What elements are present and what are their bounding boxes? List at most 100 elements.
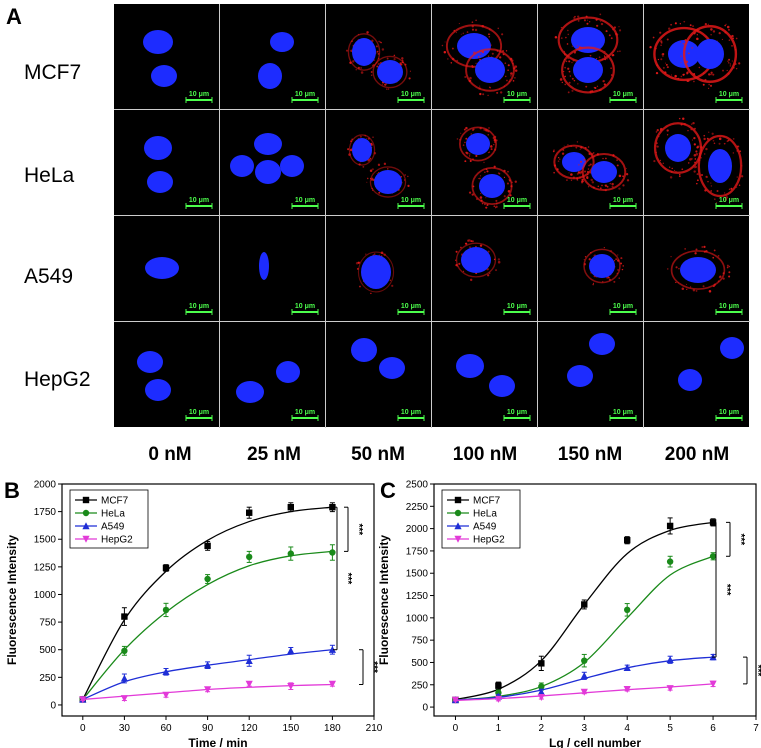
membrane-speckle: [683, 20, 686, 23]
membrane-speckle: [494, 148, 497, 151]
scale-bar-label: 10 μm: [189, 91, 209, 98]
membrane-speckle: [727, 28, 730, 31]
membrane-speckle: [694, 31, 697, 34]
membrane-speckle: [660, 58, 663, 61]
membrane-speckle: [377, 62, 381, 66]
membrane-speckle: [457, 265, 459, 268]
x-tick-label: 0: [453, 723, 459, 734]
membrane-speckle: [400, 62, 402, 64]
membrane-speckle: [566, 179, 568, 181]
membrane-speckle: [696, 29, 699, 32]
membrane-speckle: [577, 83, 579, 85]
membrane-speckle: [557, 160, 560, 162]
membrane-speckle: [586, 22, 589, 25]
membrane-speckle: [478, 88, 480, 90]
plot-frame: [433, 483, 757, 717]
membrane-speckle: [660, 44, 662, 47]
membrane-speckle: [731, 45, 733, 47]
nucleus: [562, 152, 586, 172]
x-tick-label: 5: [667, 723, 673, 734]
data-point: [287, 647, 295, 655]
membrane-speckle: [668, 74, 670, 76]
membrane-speckle: [696, 173, 699, 176]
membrane-speckle: [472, 129, 474, 131]
legend-entry-hela: HeLa: [101, 509, 125, 520]
tile-background: [114, 4, 219, 109]
membrane-speckle: [617, 50, 619, 53]
membrane-speckle: [691, 139, 694, 141]
membrane-speckle: [736, 176, 738, 178]
membrane-speckle: [503, 169, 506, 173]
membrane-speckle: [492, 136, 495, 140]
membrane-speckle: [489, 87, 492, 89]
membrane-speckle: [712, 73, 715, 76]
membrane-speckle: [487, 94, 489, 97]
membrane-speckle: [366, 31, 369, 34]
membrane-signal: [372, 55, 408, 89]
membrane-speckle: [493, 165, 496, 168]
nucleus: [589, 254, 615, 278]
y-tick-label: 1250: [406, 591, 429, 602]
membrane-speckle: [553, 164, 557, 167]
membrane-speckle: [567, 33, 570, 36]
membrane-speckle: [407, 184, 410, 188]
image-tile-a549-25-nm: 10 μm: [220, 216, 325, 321]
row-label-hepg2: HepG2: [24, 368, 91, 391]
membrane-speckle: [584, 147, 587, 149]
membrane-speckle: [567, 57, 569, 60]
membrane-signal: [445, 24, 503, 68]
membrane-speckle: [705, 35, 708, 38]
membrane-speckle: [712, 139, 715, 142]
membrane-speckle: [712, 285, 715, 288]
membrane-speckle: [444, 41, 446, 43]
membrane-speckle: [666, 38, 669, 41]
membrane-speckle: [656, 145, 659, 148]
membrane-speckle: [480, 53, 482, 55]
membrane-speckle: [710, 34, 712, 36]
membrane-speckle: [504, 62, 507, 65]
membrane-speckle: [728, 39, 731, 41]
panel-b-label: B: [4, 478, 20, 503]
membrane-speckle: [510, 72, 513, 75]
membrane-speckle: [610, 250, 612, 252]
membrane-speckle: [726, 69, 728, 71]
membrane-speckle: [583, 259, 585, 261]
membrane-speckle: [603, 83, 606, 86]
membrane-speckle: [681, 287, 685, 291]
data-point: [666, 558, 674, 565]
membrane-speckle: [349, 148, 353, 152]
membrane-speckle: [611, 54, 614, 57]
membrane-speckle: [701, 174, 703, 176]
membrane-speckle: [567, 144, 569, 146]
membrane-speckle: [708, 83, 710, 86]
membrane-speckle: [702, 72, 705, 74]
image-tile-mcf7-200-nm: 10 μm: [644, 4, 749, 109]
membrane-speckle: [609, 182, 612, 185]
significance-label: ***: [752, 665, 761, 677]
legend-marker: [454, 496, 462, 504]
membrane-speckle: [565, 36, 567, 39]
membrane-speckle: [617, 254, 619, 256]
membrane-speckle: [372, 189, 374, 191]
data-point: [246, 509, 253, 516]
membrane-speckle: [469, 278, 473, 282]
nucleus: [567, 365, 593, 387]
membrane-speckle: [469, 153, 471, 155]
membrane-speckle: [481, 50, 485, 54]
membrane-speckle: [666, 129, 669, 132]
tile-background: [220, 322, 325, 427]
membrane-speckle: [679, 41, 682, 43]
membrane-speckle: [686, 288, 688, 290]
membrane-speckle: [726, 266, 729, 269]
membrane-speckle: [704, 189, 707, 192]
membrane-speckle: [595, 58, 598, 60]
membrane-speckle: [585, 85, 588, 88]
membrane-speckle: [587, 186, 590, 188]
membrane-speckle: [464, 160, 467, 163]
membrane-speckle: [694, 252, 697, 255]
scale-bar-label: 10 μm: [613, 91, 633, 98]
membrane-speckle: [487, 250, 490, 253]
membrane-speckle: [455, 259, 457, 261]
membrane-speckle: [488, 33, 490, 36]
membrane-speckle: [654, 145, 656, 147]
